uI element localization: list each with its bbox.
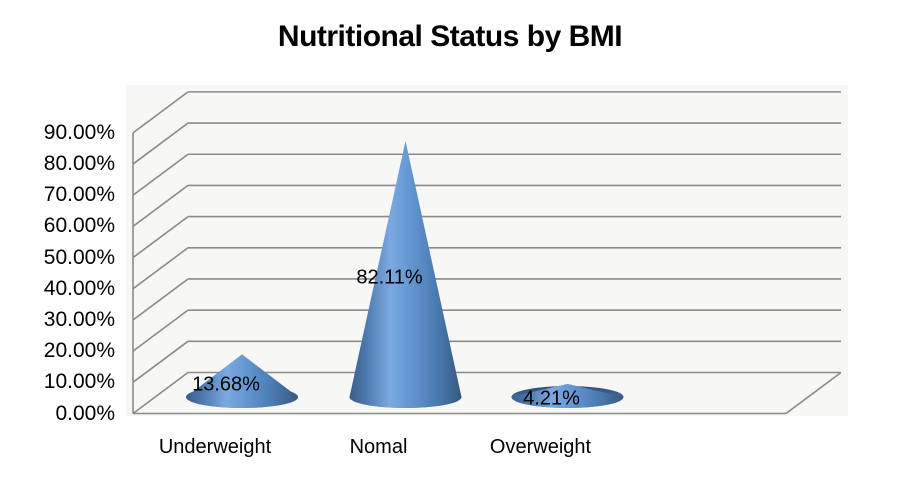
grid-line <box>132 247 189 290</box>
grid-line <box>132 91 189 134</box>
data-label-underweight: 13.68% <box>192 373 260 396</box>
gridlines <box>132 91 841 415</box>
y-tick-label: 10.00% <box>43 370 115 394</box>
y-tick-label: 70.00% <box>43 183 115 207</box>
grid-line <box>785 371 842 415</box>
cone-series <box>186 140 624 409</box>
grid-line <box>132 371 189 415</box>
cone-underweight <box>186 354 298 408</box>
grid-line <box>132 309 189 352</box>
data-label-nomal: 82.11% <box>356 266 423 289</box>
grid-line <box>132 153 189 196</box>
y-tick-label: 80.00% <box>43 152 115 176</box>
y-tick-label: 0.00% <box>55 401 115 425</box>
category-label-nomal: Nomal <box>349 436 408 458</box>
cone-overweight <box>511 383 624 409</box>
y-tick-label: 60.00% <box>43 214 115 238</box>
category-label-overweight: Overweight <box>489 436 592 458</box>
y-tick-label: 50.00% <box>43 245 115 269</box>
axis-frame <box>132 132 842 415</box>
grid-line <box>132 215 189 259</box>
grid-line <box>132 184 189 228</box>
category-label-underweight: Underweight <box>158 436 272 458</box>
y-tick-label: 90.00% <box>43 120 115 144</box>
y-tick-label: 20.00% <box>43 339 115 363</box>
y-tick-label: 30.00% <box>43 307 115 331</box>
grid-line <box>132 278 189 321</box>
y-tick-label: 40.00% <box>43 276 115 300</box>
cone-nomal <box>349 140 462 409</box>
data-label-overweight: 4.21% <box>523 387 580 410</box>
chart-title: Nutritional Status by BMI <box>277 20 623 53</box>
grid-line <box>132 340 189 383</box>
grid-line <box>132 122 189 165</box>
